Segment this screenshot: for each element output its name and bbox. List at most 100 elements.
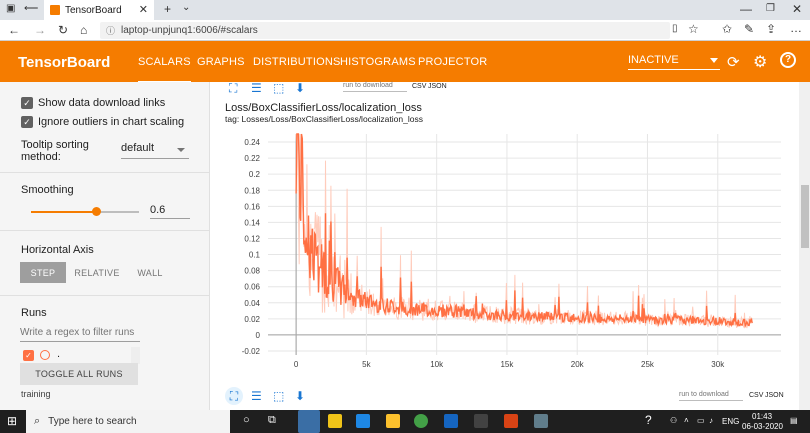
run-download-select[interactable]: run to download [343, 82, 407, 92]
ignore-outliers-label: Ignore outliers in chart scaling [38, 116, 185, 128]
settings-gear-icon[interactable]: ⚙ [753, 54, 768, 71]
tab-actions-icon[interactable]: ▣ [6, 3, 16, 14]
smoothing-value-input[interactable]: 0.6 [150, 204, 190, 219]
download-csv-link[interactable]: CSV [412, 83, 427, 90]
more-menu-icon[interactable]: … [790, 21, 802, 35]
run-checkbox[interactable]: ✓ [23, 350, 34, 361]
fit-domain-icon[interactable]: ⛶ [229, 81, 238, 95]
toggle-log-scale-icon[interactable]: ☰ [251, 389, 262, 403]
tab-list-chevron-icon[interactable]: ⌄ [182, 2, 191, 13]
url-text: laptop-unpjunq1:6006/#scalars [121, 25, 258, 36]
horizontal-axis-title: Horizontal Axis [21, 244, 94, 256]
download-icon[interactable]: ⬇ [295, 81, 306, 95]
refresh-icon[interactable]: ↻ [58, 23, 69, 37]
toggle-all-runs-button[interactable]: TOGGLE ALL RUNS [20, 363, 138, 385]
home-icon[interactable]: ⌂ [80, 23, 88, 37]
clock-time[interactable]: 01:43 [752, 412, 773, 421]
tab-histograms[interactable]: HISTOGRAMS [340, 56, 416, 68]
store-app-icon[interactable] [328, 414, 342, 428]
smoothing-title: Smoothing [21, 184, 74, 196]
chart-smoothed-series [295, 133, 753, 329]
notifications-icon[interactable]: ▤ [790, 416, 798, 425]
powerpoint-app-icon[interactable] [504, 414, 518, 428]
axis-wall-button[interactable]: WALL [137, 267, 163, 278]
runs-scrollbar[interactable] [131, 347, 140, 364]
download-json-link[interactable]: JSON [428, 83, 447, 90]
language-indicator[interactable]: ENG [722, 417, 740, 426]
close-tab-icon[interactable]: ✕ [138, 4, 148, 16]
clock-date[interactable]: 06-03-2020 [742, 422, 783, 431]
edge-app-icon[interactable] [298, 410, 320, 433]
url-field[interactable]: ⓘ laptop-unpjunq1:6006/#scalars [100, 22, 670, 39]
reading-view-icon[interactable]: ▯ [672, 23, 678, 34]
app-icon[interactable] [534, 414, 548, 428]
minimize-icon[interactable]: — [740, 2, 752, 16]
plugin-status-value: INACTIVE [628, 54, 679, 66]
chart-tag: tag: Losses/Loss/BoxClassifierLoss/local… [225, 114, 423, 124]
mail-app-icon[interactable] [356, 414, 370, 428]
taskbar-search-placeholder: Type here to search [48, 416, 137, 427]
tab-scalars[interactable]: SCALARS [138, 56, 191, 83]
show-download-links-checkbox[interactable]: ✓ [21, 97, 33, 109]
download-icon[interactable]: ⬇ [295, 389, 306, 403]
smoothing-slider-fill [31, 211, 96, 213]
page-scrollbar-thumb[interactable] [801, 185, 809, 248]
pen-icon[interactable]: ✎ [744, 22, 755, 36]
x-tick-label: 10k [430, 360, 444, 369]
toggle-log-scale-icon[interactable]: ☰ [251, 81, 262, 95]
chrome-app-icon[interactable] [414, 414, 428, 428]
raw-series-line [295, 133, 753, 329]
tab-graphs[interactable]: GRAPHS [197, 56, 245, 68]
browser-tab[interactable]: TensorBoard ✕ [44, 0, 154, 20]
y-tick-label: 0.2 [249, 170, 261, 179]
restore-icon[interactable]: ❐ [766, 3, 775, 14]
help-tray-icon[interactable]: ? [645, 413, 652, 427]
word-app-icon[interactable] [444, 414, 458, 428]
share-icon[interactable]: ⇪ [766, 22, 777, 36]
back-arrow-icon[interactable]: ← [8, 23, 20, 37]
y-tick-label: 0.04 [244, 299, 260, 308]
run-color-swatch[interactable] [40, 350, 50, 360]
brand-title: TensorBoard [18, 54, 111, 71]
expand-chart-icon[interactable]: ⬚ [273, 389, 285, 403]
favorites-hub-icon[interactable]: ✩ [722, 22, 733, 36]
window-close-icon[interactable]: ✕ [792, 2, 803, 16]
section-divider [0, 172, 210, 173]
reload-icon[interactable]: ⟳ [727, 54, 740, 71]
favorite-star-icon[interactable]: ☆ [688, 22, 699, 36]
taskbar-search-box[interactable]: ⌕ Type here to search [26, 410, 230, 433]
runs-filter-input[interactable]: Write a regex to filter runs [20, 327, 140, 342]
volume-icon[interactable]: ♪ [709, 416, 713, 425]
tab-projector[interactable]: PROJECTOR [418, 56, 488, 68]
smoothing-slider-thumb[interactable] [92, 207, 101, 216]
people-icon[interactable]: ⚇ [670, 416, 678, 425]
run-download-select[interactable]: run to download [679, 391, 743, 401]
terminal-app-icon[interactable] [474, 414, 488, 428]
expand-chart-icon[interactable]: ⬚ [273, 81, 285, 95]
tab-distributions[interactable]: DISTRIBUTIONS [253, 56, 341, 68]
download-csv-link[interactable]: CSV [749, 392, 764, 399]
y-tick-label: 0.02 [244, 315, 260, 324]
battery-icon[interactable]: ▭ [697, 416, 705, 425]
download-json-link[interactable]: JSON [765, 392, 784, 399]
new-tab-icon[interactable]: + [164, 2, 172, 16]
plugin-status-select[interactable]: INACTIVE [628, 54, 720, 70]
tray-chevron-icon[interactable]: ˄ [684, 416, 689, 425]
ignore-outliers-checkbox[interactable]: ✓ [21, 116, 33, 128]
cortana-icon[interactable]: ○ [243, 414, 250, 426]
axis-step-button[interactable]: STEP [20, 262, 66, 283]
windows-start-icon[interactable]: ⊞ [7, 414, 18, 428]
search-icon: ⌕ [34, 415, 41, 427]
file-explorer-icon[interactable] [386, 414, 400, 428]
forward-arrow-icon[interactable]: → [34, 23, 46, 37]
task-view-icon[interactable]: ⧉ [268, 414, 276, 426]
axis-relative-button[interactable]: RELATIVE [74, 267, 120, 278]
tab-back-icon[interactable]: ⟵ [24, 3, 39, 14]
help-icon[interactable]: ? [780, 52, 796, 68]
fit-domain-icon[interactable]: ⛶ [225, 387, 243, 405]
y-tick-label: 0.1 [249, 251, 261, 260]
y-tick-label: 0.18 [244, 186, 260, 195]
loss-chart: -0.02 0 0.02 0.04 0.06 0.08 0.1 0.12 0.14 0.16 0.1… [242, 133, 781, 369]
section-divider [0, 295, 210, 296]
tooltip-sorting-select[interactable]: default [121, 142, 189, 159]
